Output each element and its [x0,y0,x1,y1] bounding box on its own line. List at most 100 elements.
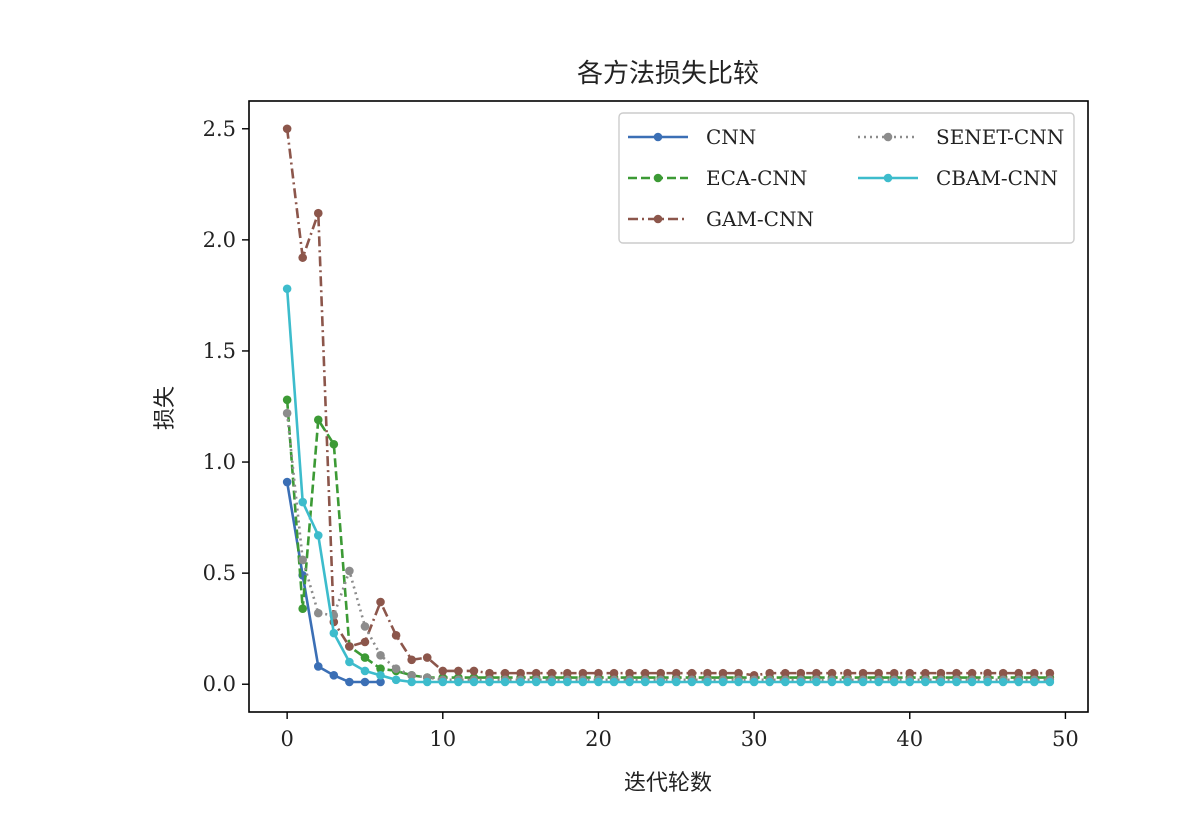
data-point-senet-cnn [376,651,385,660]
data-point-cbam-cnn [998,677,1008,687]
data-point-cbam-cnn [1045,677,1055,687]
data-point-gam-cnn [516,668,525,678]
data-point-cnn [345,677,354,687]
data-point-cbam-cnn [671,677,681,687]
data-point-eca-cnn [329,439,339,449]
data-point-gam-cnn [594,668,603,678]
legend-marker [883,173,893,183]
data-point-gam-cnn [376,597,385,607]
data-point-gam-cnn [1014,668,1024,678]
x-tick-label: 20 [585,727,612,751]
legend-entry-senet-cnn: SENET-CNN [858,125,1064,149]
data-point-gam-cnn [952,668,961,678]
legend-label: CBAM-CNN [936,166,1058,190]
data-point-gam-cnn [858,668,868,678]
x-tick-label: 30 [741,727,768,751]
data-point-cbam-cnn [391,675,401,685]
data-point-cbam-cnn [578,677,588,687]
data-point-cbam-cnn [485,677,494,687]
data-point-cbam-cnn [329,628,339,638]
data-point-cbam-cnn [454,677,463,687]
data-point-gam-cnn [1045,668,1055,678]
data-point-gam-cnn [983,668,992,678]
axes-frame [248,100,1089,713]
legend-label: CNN [706,125,756,149]
data-point-cbam-cnn [360,666,370,676]
data-point-cbam-cnn [874,677,883,687]
data-point-gam-cnn [889,668,899,678]
plot-area [282,124,1055,687]
data-point-gam-cnn [905,668,915,678]
x-tick-label: 40 [896,727,923,751]
data-point-gam-cnn [874,668,883,678]
data-point-gam-cnn [998,668,1008,678]
data-point-cbam-cnn [594,677,603,687]
data-point-gam-cnn [718,668,728,678]
legend-entry-cbam-cnn: CBAM-CNN [858,166,1058,190]
data-point-senet-cnn [360,622,370,631]
data-point-cbam-cnn [625,677,634,687]
data-point-cbam-cnn [718,677,728,687]
data-point-cbam-cnn [967,677,977,687]
x-tick-label: 50 [1052,727,1079,751]
chart-title: 各方法损失比较 [577,59,759,89]
data-point-gam-cnn [967,668,977,678]
legend-marker [883,132,893,142]
data-point-gam-cnn [625,668,634,678]
data-point-gam-cnn [936,668,946,678]
legend-label: SENET-CNN [936,125,1064,149]
data-point-cbam-cnn [687,677,697,687]
data-point-cbam-cnn [547,677,557,687]
x-tick-label: 10 [429,727,456,751]
data-point-gam-cnn [921,668,930,678]
data-point-gam-cnn [1030,668,1039,678]
data-point-cbam-cnn [609,677,619,687]
y-tick-label: 0.5 [203,561,236,585]
data-point-gam-cnn [313,208,323,218]
legend-entry-cnn: CNN [628,125,756,149]
data-point-gam-cnn [843,668,852,678]
data-point-cbam-cnn [422,677,432,687]
data-point-cbam-cnn [407,677,416,687]
data-point-gam-cnn [547,668,557,678]
data-point-gam-cnn [812,668,821,678]
data-point-cbam-cnn [656,677,666,687]
data-point-gam-cnn [282,124,292,134]
data-point-cbam-cnn [1014,677,1024,687]
data-point-senet-cnn [407,671,416,680]
legend-label: ECA-CNN [706,166,807,190]
data-point-gam-cnn [469,666,479,676]
data-point-gam-cnn [780,668,790,678]
data-point-cbam-cnn [531,677,541,687]
data-point-cbam-cnn [640,677,650,687]
data-point-cbam-cnn [1030,677,1039,687]
data-point-gam-cnn [703,668,712,678]
data-point-senet-cnn [298,555,308,565]
legend-marker [653,132,663,142]
data-point-gam-cnn [438,666,448,676]
data-point-gam-cnn [578,668,588,678]
data-point-cbam-cnn [469,677,479,687]
data-point-gam-cnn [687,668,697,678]
data-point-cnn [282,477,292,487]
data-point-eca-cnn [282,395,292,405]
legend-entry-eca-cnn: ECA-CNN [628,166,807,190]
data-point-cnn [313,662,323,671]
x-axis-title: 迭代轮数 [624,771,712,796]
y-tick-label: 1.0 [203,450,236,474]
data-point-gam-cnn [765,668,774,678]
data-point-gam-cnn [563,668,572,678]
data-point-cbam-cnn [313,531,323,540]
data-point-cnn [360,677,370,687]
data-point-cbam-cnn [438,677,448,687]
data-point-cbam-cnn [282,284,292,294]
data-point-cbam-cnn [843,677,852,687]
data-point-gam-cnn [298,253,308,262]
data-point-gam-cnn [734,668,743,678]
data-point-cbam-cnn [827,677,837,687]
data-point-cbam-cnn [765,677,774,687]
data-point-gam-cnn [407,655,416,665]
data-point-gam-cnn [391,631,401,640]
